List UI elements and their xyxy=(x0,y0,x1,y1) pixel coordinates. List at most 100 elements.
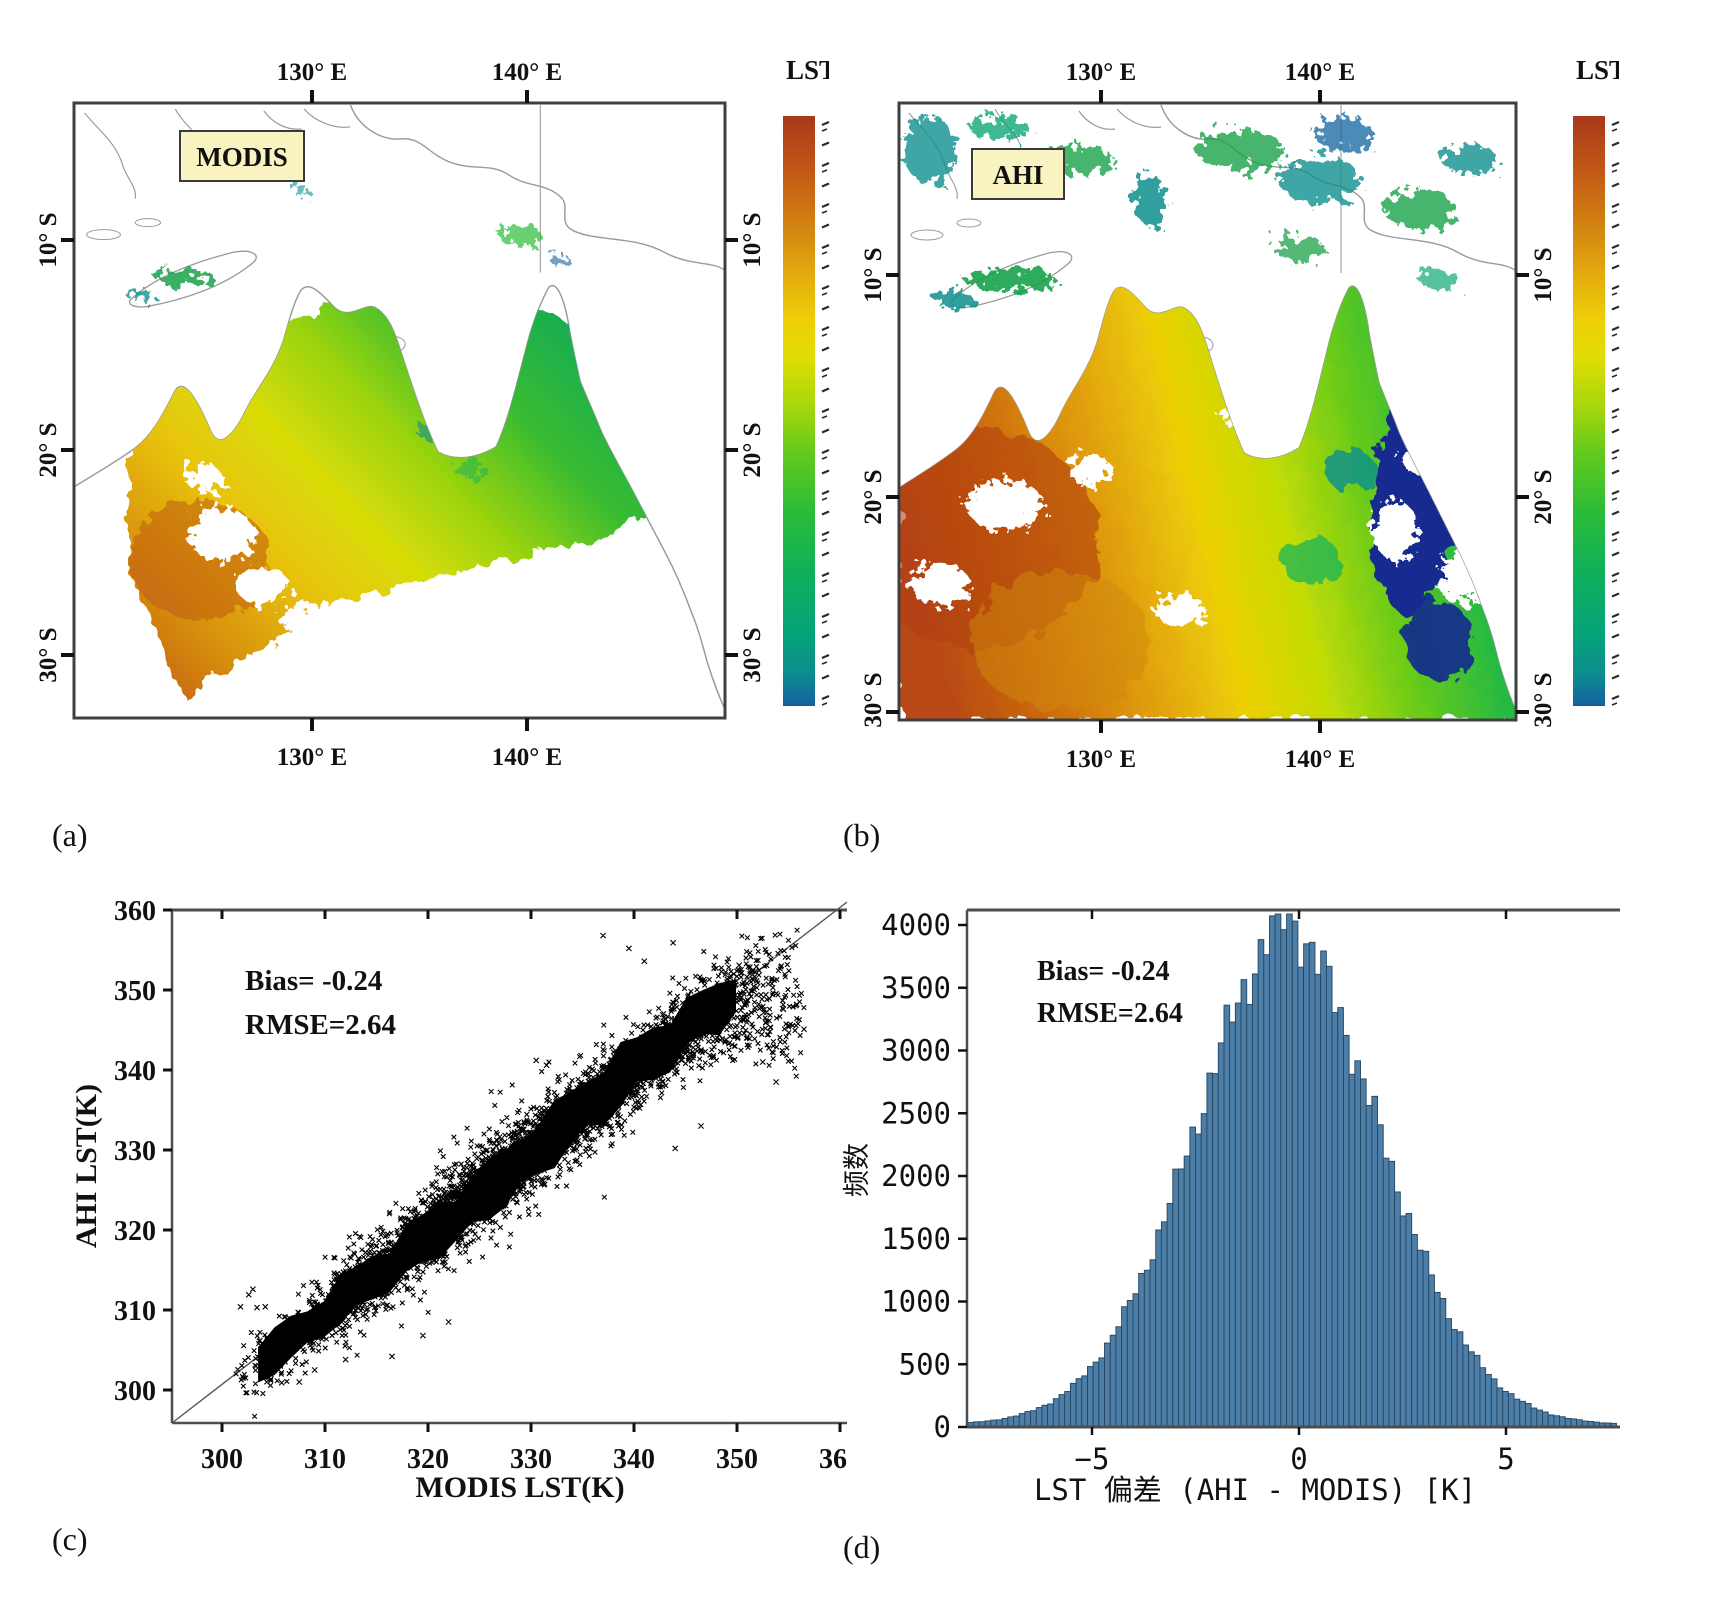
colorbar-tick-dash xyxy=(821,223,830,229)
histogram-bar xyxy=(1297,966,1305,1427)
colorbar-tick-dash xyxy=(821,674,830,680)
histogram-bar xyxy=(1542,1411,1549,1427)
histogram-bar xyxy=(1251,973,1259,1427)
colorbar-tick-dash xyxy=(1611,571,1620,578)
colorbar-tick-dash xyxy=(1611,182,1620,188)
colorbar-tick-dash xyxy=(821,325,830,332)
histogram-y-tick-label: 0 xyxy=(934,1410,951,1444)
colorbar-tick-dash xyxy=(1611,661,1618,665)
histogram-bar xyxy=(984,1420,992,1427)
histogram-bar xyxy=(1325,965,1333,1427)
histogram-bar xyxy=(1576,1419,1583,1427)
map-a-colorbar-tick-dashes xyxy=(821,120,830,706)
histogram-x-tick-label: 0 xyxy=(1290,1442,1307,1476)
map-b-top-tick-130e: 130° E xyxy=(1066,59,1136,86)
map-b-left-tick-30s: 30° S xyxy=(860,672,887,727)
histogram-bar xyxy=(978,1421,986,1427)
histogram-bar xyxy=(1479,1367,1487,1427)
colorbar-tick-dash xyxy=(821,292,828,296)
histogram-bar xyxy=(1030,1410,1037,1427)
colorbar-tick-dash xyxy=(1611,456,1618,460)
colorbar-tick-dash xyxy=(1611,387,1620,393)
histogram-bar xyxy=(1337,1007,1344,1427)
histogram-bar xyxy=(1507,1393,1515,1427)
colorbar-tick-dash xyxy=(1611,633,1620,639)
histogram-y-tick-label: 4000 xyxy=(881,908,951,942)
map-b-left-tick-10s: 10° S xyxy=(860,247,887,302)
histogram-bar xyxy=(1422,1250,1430,1427)
histogram-y-tick-label: 3000 xyxy=(881,1034,951,1068)
histogram-bar xyxy=(1138,1272,1145,1427)
scatter-x-tick-label: 360 xyxy=(819,1444,861,1475)
colorbar-tick-dash xyxy=(1611,428,1620,434)
map-a-badge-label: MODIS xyxy=(196,142,288,172)
scatter-stats-rmse: RMSE=2.64 xyxy=(245,1009,396,1041)
colorbar-tick-dash xyxy=(1611,702,1618,706)
histogram-bar xyxy=(1564,1417,1572,1427)
scatter-stats-bias: Bias= -0.24 xyxy=(245,965,382,997)
colorbar-tick-dash xyxy=(1611,169,1618,173)
scatter-ylabel: AHI LST(K) xyxy=(70,1084,103,1248)
colorbar-tick-dash xyxy=(821,264,830,270)
panel-b-tag: (b) xyxy=(843,817,880,853)
histogram-stats-rmse: RMSE=2.64 xyxy=(1037,998,1183,1029)
colorbar-tick-dash xyxy=(821,551,830,557)
histogram-bar xyxy=(1570,1418,1578,1427)
histogram-bar xyxy=(1530,1407,1538,1427)
histogram-bar xyxy=(1587,1421,1595,1427)
colorbar-tick-dash xyxy=(1611,128,1618,132)
scatter-y-tick-label: 320 xyxy=(114,1216,156,1247)
colorbar-tick-dash xyxy=(1611,415,1618,419)
colorbar-tick-dash xyxy=(1611,141,1620,147)
histogram-bar xyxy=(995,1419,1003,1427)
colorbar-tick-dash xyxy=(821,612,830,619)
map-a-top-tick-140e: 140° E xyxy=(492,59,562,86)
scatter-y-tick-label: 340 xyxy=(114,1056,156,1087)
histogram-bar xyxy=(1280,929,1287,1427)
histogram-bar xyxy=(1155,1229,1162,1427)
histogram-bar xyxy=(1223,1004,1231,1427)
histogram-bar xyxy=(1246,1003,1253,1427)
histogram-bar xyxy=(1052,1398,1060,1427)
histogram-bar xyxy=(1058,1394,1066,1427)
histogram-bar xyxy=(1075,1378,1083,1427)
colorbar-tick-dash xyxy=(1611,674,1620,680)
scatter-points-layer xyxy=(171,901,847,1424)
colorbar-tick-dash xyxy=(1611,592,1620,598)
colorbar-tick-dash xyxy=(821,141,830,147)
map-b-left-tick-20s: 20° S xyxy=(860,469,887,524)
histogram-bar xyxy=(1320,950,1327,1427)
map-b-bottom-tick-140e: 140° E xyxy=(1285,746,1355,773)
histogram-bar xyxy=(1047,1403,1054,1427)
histogram-bar xyxy=(1064,1391,1071,1427)
histogram-bar xyxy=(1496,1387,1504,1427)
colorbar-tick-dash xyxy=(821,469,830,475)
histogram-bar xyxy=(1462,1344,1470,1427)
colorbar-tick-dash xyxy=(1611,497,1618,501)
colorbar-tick-dash xyxy=(821,620,828,624)
colorbar-tick-dash xyxy=(1611,202,1620,209)
histogram-axes: −5 0 5 0 500 1000 1500 2000 2500 3000 3500 4000 xyxy=(881,908,1620,1476)
colorbar-tick-dash xyxy=(1611,292,1618,296)
panel-c-tag: (c) xyxy=(52,1521,88,1557)
scatter-xlabel: MODIS LST(K) xyxy=(415,1471,624,1504)
colorbar-tick-dash xyxy=(1611,374,1618,378)
scatter-y-tick-label: 350 xyxy=(114,976,156,1007)
colorbar-tick-dash xyxy=(1611,407,1620,414)
scatter-axes: 300 310 320 330 340 350 360 300 310 320 330 340 350 3… xyxy=(114,896,861,1475)
map-a-bottom-tick-130e: 130° E xyxy=(277,744,347,771)
map-a-colorbar: LST xyxy=(783,55,830,706)
scatter-y-tick-label: 360 xyxy=(114,896,156,927)
histogram-bar xyxy=(1382,1157,1390,1427)
histogram-bar xyxy=(1166,1202,1174,1427)
histogram-bar xyxy=(1360,1078,1367,1427)
colorbar-tick-dash xyxy=(821,448,830,455)
scatter-x-tick-label: 320 xyxy=(407,1444,449,1475)
histogram-bar xyxy=(1018,1413,1026,1427)
map-b-tick-marks xyxy=(886,90,1529,733)
map-a-island-specks xyxy=(126,185,570,300)
histogram-bar xyxy=(1451,1329,1458,1427)
colorbar-tick-dash xyxy=(1611,223,1620,229)
histogram-bar xyxy=(1098,1357,1105,1427)
